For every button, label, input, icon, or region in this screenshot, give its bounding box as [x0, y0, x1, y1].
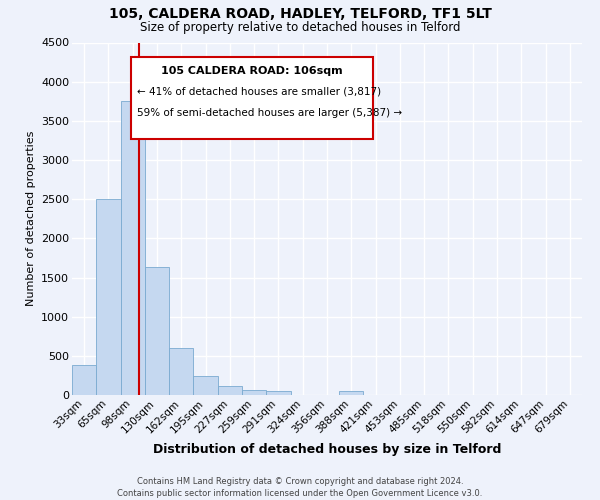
Bar [242, 390, 266, 395]
X-axis label: Distribution of detached houses by size in Telford: Distribution of detached houses by size … [153, 443, 501, 456]
Text: Size of property relative to detached houses in Telford: Size of property relative to detached ho… [140, 21, 460, 34]
Text: 59% of semi-detached houses are larger (5,387) →: 59% of semi-detached houses are larger (… [137, 108, 402, 118]
Bar [169, 348, 193, 395]
Text: ← 41% of detached houses are smaller (3,817): ← 41% of detached houses are smaller (3,… [137, 86, 381, 97]
Bar [145, 266, 169, 395]
FancyBboxPatch shape [131, 56, 373, 140]
Bar [121, 101, 145, 395]
Bar [193, 376, 218, 395]
Bar [96, 199, 121, 395]
Bar [72, 365, 96, 395]
Text: Contains HM Land Registry data © Crown copyright and database right 2024.
Contai: Contains HM Land Registry data © Crown c… [118, 476, 482, 498]
Bar [266, 392, 290, 395]
Text: 105, CALDERA ROAD, HADLEY, TELFORD, TF1 5LT: 105, CALDERA ROAD, HADLEY, TELFORD, TF1 … [109, 8, 491, 22]
Bar [218, 386, 242, 395]
Y-axis label: Number of detached properties: Number of detached properties [26, 131, 35, 306]
Bar [339, 391, 364, 395]
Text: 105 CALDERA ROAD: 106sqm: 105 CALDERA ROAD: 106sqm [161, 66, 343, 76]
